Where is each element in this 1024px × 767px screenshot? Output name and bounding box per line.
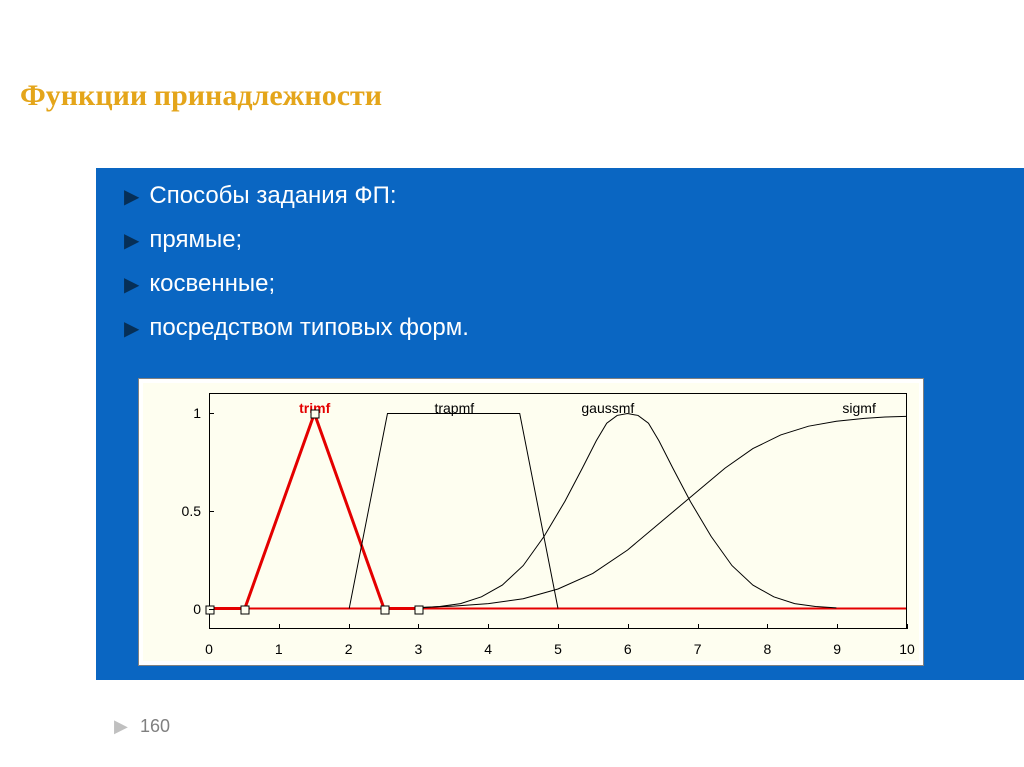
y-tick-label: 0 [143, 601, 201, 617]
x-tick-label: 6 [624, 641, 632, 657]
marker [240, 606, 249, 615]
series-trimf [210, 414, 419, 609]
series-trapmf [349, 414, 558, 609]
bullet-list: ▶Способы задания ФП:▶прямые;▶косвенные;▶… [124, 182, 1004, 358]
chart-frame: trimftrapmfgaussmfsigmf 00.5101234567891… [138, 378, 924, 666]
bullet-arrow-icon: ▶ [124, 316, 139, 341]
marker [206, 606, 215, 615]
bullet-text: косвенные; [149, 270, 275, 298]
slide-title: Функции принадлежности [20, 78, 382, 113]
x-tick-mark [767, 624, 768, 629]
y-tick-label: 1 [143, 405, 201, 421]
x-tick-mark [488, 624, 489, 629]
x-tick-mark [558, 624, 559, 629]
bullet-arrow-icon: ▶ [124, 184, 139, 209]
series-gaussmf [419, 414, 837, 608]
y-tick-mark [209, 413, 214, 414]
series-label-trapmf: trapmf [434, 400, 474, 416]
x-tick-label: 7 [694, 641, 702, 657]
bullet-item: ▶ косвенные; [124, 270, 1004, 298]
bullet-text: Способы задания ФП: [149, 182, 396, 210]
x-tick-label: 8 [763, 641, 771, 657]
x-tick-mark [209, 624, 210, 629]
bullet-item: ▶ посредством типовых форм. [124, 314, 1004, 342]
x-tick-mark [698, 624, 699, 629]
x-tick-label: 4 [484, 641, 492, 657]
x-tick-label: 10 [899, 641, 915, 657]
x-tick-label: 9 [833, 641, 841, 657]
y-tick-mark [209, 511, 214, 512]
x-tick-mark [349, 624, 350, 629]
x-tick-label: 0 [205, 641, 213, 657]
x-tick-label: 1 [275, 641, 283, 657]
bullet-text: посредством типовых форм. [149, 314, 469, 342]
bullet-item: ▶ прямые; [124, 226, 1004, 254]
marker [380, 606, 389, 615]
series-label-gaussmf: gaussmf [581, 400, 634, 416]
series-sigmf [419, 416, 906, 607]
x-tick-label: 2 [345, 641, 353, 657]
x-tick-mark [907, 624, 908, 629]
x-tick-mark [418, 624, 419, 629]
chart-lines [210, 394, 906, 628]
page-arrow-icon: ▶ [114, 716, 128, 737]
marker [415, 606, 424, 615]
marker [310, 409, 319, 418]
series-label-sigmf: sigmf [842, 400, 875, 416]
x-tick-mark [628, 624, 629, 629]
x-tick-mark [837, 624, 838, 629]
content-panel: ▶Способы задания ФП:▶прямые;▶косвенные;▶… [96, 168, 1024, 680]
bullet-arrow-icon: ▶ [124, 272, 139, 297]
bullet-arrow-icon: ▶ [124, 228, 139, 253]
x-tick-label: 5 [554, 641, 562, 657]
page-number: 160 [140, 716, 170, 737]
bullet-text: прямые; [149, 226, 242, 254]
y-tick-label: 0.5 [143, 503, 201, 519]
plot-area: trimftrapmfgaussmfsigmf [209, 393, 907, 629]
bullet-item: ▶ Способы задания ФП: [124, 182, 1004, 210]
chart-canvas: trimftrapmfgaussmfsigmf 00.5101234567891… [143, 383, 919, 661]
x-tick-label: 3 [414, 641, 422, 657]
x-tick-mark [279, 624, 280, 629]
y-tick-mark [209, 609, 214, 610]
